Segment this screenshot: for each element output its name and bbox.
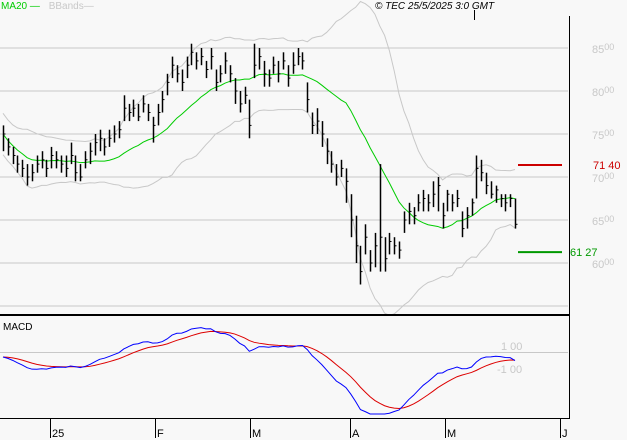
- copyright-timestamp: © TEC 25/5/2025 3:0 GMT: [375, 1, 495, 12]
- x-tick-label: 25: [52, 428, 64, 440]
- y-tick-label: 7000: [592, 171, 614, 185]
- legend-ma20: MA20: [1, 1, 28, 12]
- resistance-level-label: 71 40: [593, 160, 621, 172]
- x-tick-label: F: [157, 428, 164, 440]
- macd-y-tick-label: -1 00: [497, 364, 522, 376]
- y-tick-label: 6000: [592, 257, 614, 271]
- bollinger-upper-line: [2, 0, 516, 181]
- macd-title: MACD: [3, 322, 32, 333]
- x-tick-label: J: [562, 428, 568, 440]
- support-level-label: 61 27: [570, 247, 598, 259]
- y-tick-label: 8000: [592, 85, 614, 99]
- y-tick-label: 7500: [592, 128, 614, 142]
- x-tick-label: M: [447, 428, 456, 440]
- legend-ma20-swatch: —: [27, 1, 40, 12]
- bollinger-lower-line: [2, 109, 516, 316]
- macd-signal-line: [2, 330, 516, 409]
- macd-line: [2, 327, 516, 415]
- y-tick-label: 6500: [592, 214, 614, 228]
- x-tick-label: M: [252, 428, 261, 440]
- legend-bbands: BBands: [48, 1, 84, 12]
- y-tick-label: 8500: [592, 42, 614, 56]
- macd-y-tick-label: 1 00: [501, 341, 522, 353]
- x-tick-label: A: [352, 428, 360, 440]
- ma20-line: [2, 73, 516, 229]
- chart-legend: MA20 — BBands—: [1, 1, 94, 12]
- legend-bbands-swatch: —: [83, 1, 94, 12]
